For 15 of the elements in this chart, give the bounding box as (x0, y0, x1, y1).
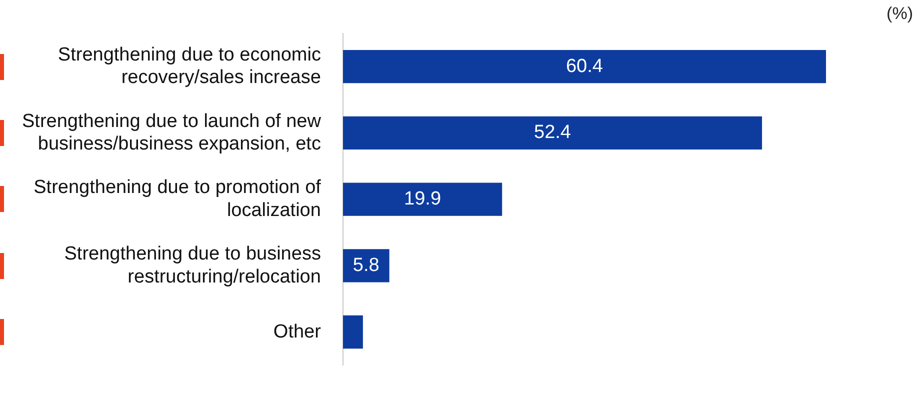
y-tick-label: Strengthening due to economic recovery/sales increase (58, 44, 321, 88)
data-label: 52.4 (534, 122, 572, 144)
bar (342, 315, 363, 349)
bar (342, 182, 502, 216)
bar (342, 249, 390, 282)
y-tick-label: Strengthening due to business restructuring/relocation (64, 243, 321, 288)
text: (%) (886, 4, 913, 24)
data-label: 60.4 (566, 56, 604, 77)
bar (342, 50, 826, 84)
bar (342, 116, 762, 150)
data-label: 5.8 (352, 254, 380, 276)
data-label: 19.9 (404, 188, 442, 210)
y-tick-label: Other (273, 321, 322, 342)
y-tick-label: Strengthening due to promotion of localization (34, 177, 322, 221)
y-tick-label: Strengthening due to launch of new business/business expansion, etc (22, 110, 322, 155)
